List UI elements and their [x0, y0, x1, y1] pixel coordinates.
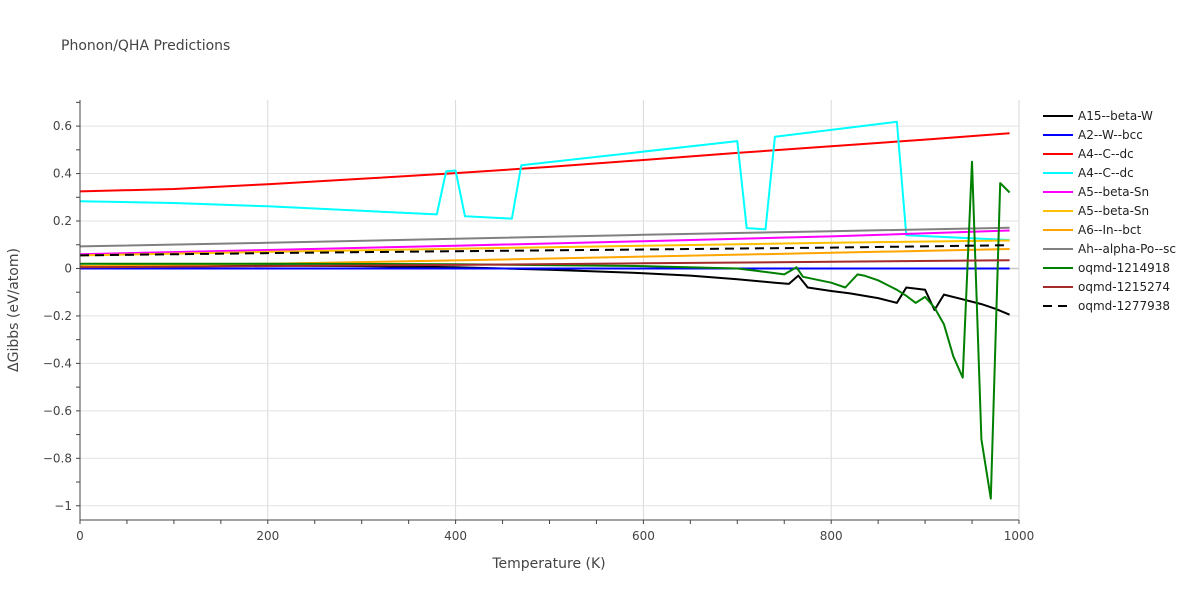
series-line-2	[79, 132, 1010, 193]
axes	[76, 100, 1020, 524]
legend-item[interactable]: oqmd-1214918	[1043, 261, 1170, 275]
x-tick-label: 600	[632, 529, 655, 543]
series-line-10	[79, 244, 1010, 257]
x-tick-label: 800	[820, 529, 843, 543]
legend-item[interactable]: A4--C--dc	[1043, 166, 1134, 180]
legend-item[interactable]: A15--beta-W	[1043, 109, 1153, 123]
series-lines	[79, 120, 1011, 500]
series-line-4	[79, 229, 1010, 256]
legend-label: A4--C--dc	[1078, 166, 1134, 180]
legend-item[interactable]: A5--beta-Sn	[1043, 185, 1149, 199]
legend-item[interactable]: A5--beta-Sn	[1043, 204, 1149, 218]
y-tick-label: −0.8	[43, 451, 72, 465]
y-tick-label: 0.6	[53, 119, 72, 133]
x-tick-label: 200	[256, 529, 279, 543]
legend-item[interactable]: oqmd-1215274	[1043, 280, 1170, 294]
y-tick-label: 0.4	[53, 167, 72, 181]
x-tick-label: 0	[76, 529, 84, 543]
legend-item[interactable]: oqmd-1277938	[1043, 299, 1170, 313]
x-axis-label: Temperature (K)	[491, 556, 605, 572]
legend-label: A15--beta-W	[1078, 109, 1153, 123]
legend-label: oqmd-1277938	[1078, 299, 1170, 313]
x-tick-label: 1000	[1004, 529, 1035, 543]
y-tick-label: −0.6	[43, 404, 72, 418]
legend-label: A5--beta-Sn	[1078, 204, 1149, 218]
chart-title: Phonon/QHA Predictions	[61, 38, 230, 54]
legend-item[interactable]: A2--W--bcc	[1043, 128, 1143, 142]
legend-label: A5--beta-Sn	[1078, 185, 1149, 199]
legend-label: oqmd-1214918	[1078, 261, 1170, 275]
series-line-8	[80, 160, 1011, 500]
legend-label: Ah--alpha-Po--sc	[1078, 242, 1176, 256]
legend-label: oqmd-1215274	[1078, 280, 1170, 294]
x-tick-label: 400	[444, 529, 467, 543]
legend-item[interactable]: Ah--alpha-Po--sc	[1043, 242, 1176, 256]
legend[interactable]: A15--beta-W A2--W--bcc A4--C--dc A4--C--dc A…	[1043, 109, 1176, 313]
series-line-3	[79, 120, 1010, 241]
legend-item[interactable]: A4--C--dc	[1043, 147, 1134, 161]
y-tick-label: −0.4	[43, 356, 72, 370]
series-line-7	[79, 226, 1010, 248]
tick-labels: 0 200 400 600 800 1000 −1 −0.8 −0.6 −0.4 −0.2 0 0.2 0…	[43, 119, 1034, 543]
legend-item[interactable]: A6--In--bct	[1043, 223, 1142, 237]
y-tick-label: 0	[64, 261, 72, 275]
legend-label: A6--In--bct	[1078, 223, 1142, 237]
series-line-9	[79, 259, 1010, 269]
y-axis-label: ΔGibbs (eV/atom)	[6, 248, 22, 372]
y-tick-label: 0.2	[53, 214, 72, 228]
legend-label: A4--C--dc	[1078, 147, 1134, 161]
legend-label: A2--W--bcc	[1078, 128, 1143, 142]
y-tick-label: −0.2	[43, 309, 72, 323]
y-tick-label: −1	[54, 499, 72, 513]
